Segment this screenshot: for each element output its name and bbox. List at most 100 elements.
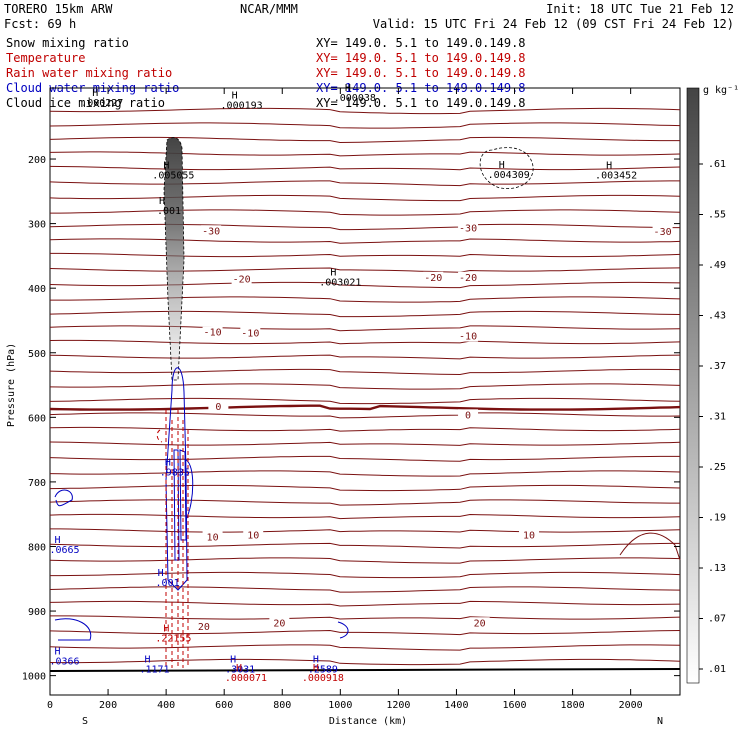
colorbar: g kg⁻¹ .61 .55 .49 .43 .37 .31 .25 .19 .13 .07 .01 bbox=[686, 85, 739, 684]
isotherm-label-bg bbox=[519, 529, 540, 541]
isotherm-line bbox=[49, 499, 680, 506]
y-tick-label: 900 bbox=[28, 607, 46, 618]
y-tick-label: 200 bbox=[28, 155, 46, 166]
isotherm-line bbox=[49, 470, 681, 477]
colorbar-tick-label: .19 bbox=[708, 513, 726, 524]
colorbar-tick-label: .25 bbox=[708, 462, 726, 473]
plot-frame bbox=[49, 87, 681, 696]
colorbar-tick-label: .55 bbox=[708, 210, 726, 221]
isotherm-label: 10 bbox=[247, 530, 259, 541]
isotherm-line bbox=[49, 629, 681, 636]
isotherm-label: -10 bbox=[459, 332, 477, 343]
isotherm-line bbox=[49, 238, 681, 244]
colorbar-unit: g kg⁻¹ bbox=[703, 85, 739, 96]
isotherm-label: -20 bbox=[459, 273, 477, 284]
isotherm-label-bg bbox=[458, 409, 479, 421]
maximum-marker: H bbox=[163, 160, 169, 171]
isotherm-label-bg bbox=[201, 225, 222, 237]
maximum-marker: H bbox=[230, 654, 236, 665]
maximum-value: .005055 bbox=[152, 170, 194, 181]
isotherm-line bbox=[50, 571, 681, 579]
isotherm-label-bg bbox=[423, 271, 444, 283]
isotherm-label: 10 bbox=[523, 530, 535, 541]
init-time: Init: 18 UTC Tue 21 Feb 12 bbox=[546, 2, 734, 16]
maximum-marker: H bbox=[163, 623, 169, 634]
isotherm-line bbox=[49, 136, 680, 144]
isotherm-line bbox=[49, 339, 681, 345]
maximum-value: .0366 bbox=[49, 657, 79, 668]
isotherm-line bbox=[49, 644, 681, 651]
maximum-marker: H bbox=[159, 196, 165, 207]
maximum-value: .001 bbox=[157, 206, 181, 217]
isotherm-line bbox=[49, 484, 681, 492]
colorbar-tick-label: .07 bbox=[708, 614, 726, 625]
field-section: XY= 149.0. 5.1 to 149.0.149.8 bbox=[316, 96, 526, 110]
maximum-marker: H bbox=[499, 160, 505, 171]
colorbar-ticks: .61 .55 .49 .43 .37 .31 .25 .19 .13 .07 .01 bbox=[699, 159, 726, 675]
y-tick-label: 800 bbox=[28, 542, 46, 553]
isotherm-label-bg bbox=[193, 621, 214, 633]
isotherm-label: 20 bbox=[474, 618, 486, 629]
x-tick-label: 2000 bbox=[619, 700, 643, 711]
isotherm-label: -10 bbox=[241, 328, 259, 339]
cloud-water-core bbox=[165, 367, 188, 591]
isotherm-label: -30 bbox=[654, 227, 672, 238]
isotherm-line bbox=[49, 281, 681, 289]
maximum-marker: H bbox=[313, 663, 319, 674]
isotherm-line bbox=[49, 557, 681, 564]
isotherm-line bbox=[49, 542, 680, 549]
model-title: TORERO 15km ARW bbox=[4, 2, 113, 16]
isotherm-line bbox=[49, 267, 681, 273]
isotherm-label-bg bbox=[458, 330, 479, 342]
temperature-contours bbox=[49, 107, 681, 666]
cloud-water-mid bbox=[337, 621, 349, 639]
colorbar-tick-label: .61 bbox=[708, 159, 726, 170]
isotherm-label-bg bbox=[231, 273, 252, 285]
maximum-value: .001 bbox=[156, 578, 180, 589]
isotherm-label: 20 bbox=[273, 618, 285, 629]
colorbar-bar bbox=[686, 87, 700, 684]
isotherm-label: 0 bbox=[215, 402, 221, 413]
x-axis: 0 200 400 600 800 1000 1200 1400 1600 1800 2000 bbox=[47, 88, 643, 711]
isotherm-line bbox=[49, 586, 681, 593]
south-label: S bbox=[82, 716, 88, 727]
isotherm-label-bg bbox=[208, 400, 229, 412]
maximum-value: .000071 bbox=[225, 673, 267, 684]
terrain-bump bbox=[619, 532, 681, 561]
isotherm-label-bg bbox=[458, 271, 479, 283]
maximum-value: .004309 bbox=[488, 170, 530, 181]
maximum-marker: H bbox=[345, 83, 351, 94]
maximum-marker: H bbox=[330, 268, 336, 279]
x-tick-label: 1000 bbox=[328, 700, 352, 711]
isotherm-line bbox=[49, 180, 680, 187]
isotherm-label-bg bbox=[652, 225, 673, 237]
x-tick-label: 600 bbox=[215, 700, 233, 711]
isotherm-line bbox=[50, 615, 681, 620]
field-section: XY= 149.0. 5.1 to 149.0.149.8 bbox=[316, 66, 526, 80]
x-tick-label: 1200 bbox=[386, 700, 410, 711]
north-label: N bbox=[657, 716, 663, 727]
isotherm-line bbox=[49, 325, 681, 332]
colorbar-tick-label: .49 bbox=[708, 260, 726, 271]
colorbar-tick-label: .43 bbox=[708, 311, 726, 322]
y-tick-label: 1000 bbox=[22, 672, 46, 683]
maximum-value: .2589 bbox=[308, 664, 338, 675]
isotherm-line bbox=[49, 223, 680, 231]
field-name: Snow mixing ratio bbox=[6, 36, 129, 50]
y-tick-label: 600 bbox=[28, 413, 46, 424]
maximum-marker: H bbox=[165, 457, 171, 468]
isotherm-label: -20 bbox=[424, 273, 442, 284]
colorbar-tick-label: .31 bbox=[708, 412, 726, 423]
isotherm-line bbox=[49, 658, 681, 666]
cloud-ice-loop-east bbox=[479, 147, 534, 189]
isotherm-line bbox=[49, 513, 681, 520]
cloud-water-low bbox=[54, 618, 92, 641]
isotherm-line bbox=[49, 412, 681, 419]
isotherm-labels: -30 -30 -30 -20 -20 -20 -10 -10 -10 0 0 10 10 10 20 20 2… bbox=[193, 222, 673, 633]
maximum-marker: H bbox=[92, 88, 98, 99]
colorbar-tick-label: .37 bbox=[708, 361, 726, 372]
maximum-marker: H bbox=[55, 535, 61, 546]
rain-water-contours bbox=[156, 410, 189, 668]
rain-column-6 bbox=[156, 429, 163, 443]
org-label: NCAR/MMM bbox=[240, 2, 298, 16]
